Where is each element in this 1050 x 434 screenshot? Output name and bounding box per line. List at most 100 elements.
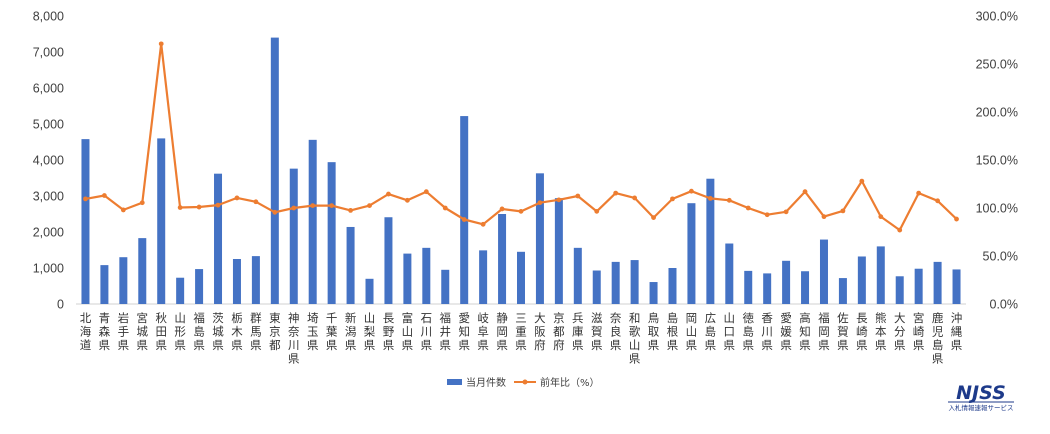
bar [914, 268, 923, 304]
line-point [386, 191, 391, 197]
right-tick-label: 150.0% [976, 154, 1018, 168]
bar [517, 251, 525, 304]
category-label: 岡山県 [686, 311, 698, 352]
left-tick-label: 6,000 [33, 82, 64, 96]
category-label: 大分県 [894, 311, 906, 352]
bar [857, 256, 866, 304]
right-tick-label: 0.0% [990, 298, 1019, 312]
category-label: 大阪府 [534, 311, 546, 352]
line-point [461, 217, 467, 222]
bar [119, 257, 128, 304]
line-point [916, 190, 922, 196]
bar [100, 265, 109, 304]
bar [876, 246, 885, 304]
line-point [367, 203, 372, 209]
line-point [840, 208, 846, 214]
line-point [442, 205, 448, 211]
category-label: 兵庫県 [572, 311, 584, 352]
category-label: 三重県 [515, 311, 527, 352]
bar [498, 214, 507, 304]
line-point [878, 214, 884, 220]
legend-item-line: 前年比（%） [514, 376, 600, 389]
left-tick-label: 4,000 [33, 154, 64, 168]
bar [952, 269, 961, 304]
line-point [726, 197, 732, 203]
bar [819, 239, 828, 304]
line-point [329, 203, 335, 209]
left-tick-label: 7,000 [33, 46, 64, 60]
bar [214, 173, 223, 304]
line-point [859, 178, 865, 184]
category-labels: 北海道青森県岩手県宮城県秋田県山形県福島県茨城県栃木県群馬県東京都神奈川県埼玉県… [80, 311, 963, 366]
bar [403, 253, 412, 304]
bar [232, 259, 241, 304]
line-point [556, 197, 562, 203]
bar [687, 203, 696, 304]
category-label: 奈良県 [610, 311, 622, 352]
bar [933, 261, 942, 304]
line-point [499, 206, 505, 212]
line-point [689, 188, 694, 194]
category-label: 徳島県 [742, 311, 754, 352]
line-point [272, 209, 278, 215]
category-label: 鳥取県 [648, 311, 660, 352]
left-tick-label: 1,000 [33, 262, 64, 276]
bar [460, 116, 469, 304]
category-label: 佐賀県 [837, 311, 849, 352]
line-point [670, 196, 675, 202]
bar [384, 217, 393, 304]
category-label: 愛媛県 [780, 311, 792, 352]
category-label: 宮崎県 [913, 311, 925, 352]
line-point [745, 205, 751, 211]
left-tick-label: 8,000 [33, 10, 64, 24]
right-tick-label: 100.0% [976, 202, 1018, 216]
category-label: 広島県 [705, 311, 717, 352]
category-label: 山形県 [174, 311, 186, 352]
bar [725, 243, 734, 304]
bar [479, 250, 488, 304]
line-point [575, 193, 581, 199]
legend-swatch-marker [522, 379, 528, 385]
category-label: 山梨県 [364, 311, 376, 352]
njss-logo: NJSS 入札情報速報サービス [948, 382, 1014, 412]
left-tick-label: 0 [57, 298, 64, 312]
category-label: 長崎県 [856, 311, 868, 352]
bar [630, 260, 639, 304]
category-label: 宮城県 [137, 311, 149, 352]
legend: 当月件数 前年比（%） [447, 376, 600, 389]
category-label: 新潟県 [345, 311, 357, 352]
category-label: 富山県 [402, 311, 414, 352]
line-point [215, 202, 221, 208]
category-label: 岐阜県 [477, 311, 489, 352]
left-tick-label: 3,000 [33, 190, 64, 204]
legend-label-bar: 当月件数 [466, 376, 506, 389]
line-point [954, 216, 959, 222]
category-label: 島根県 [667, 311, 679, 352]
bar-series-monthly-count [81, 37, 961, 304]
line-point [764, 212, 770, 218]
category-label: 福島県 [193, 311, 205, 352]
bar [327, 162, 336, 304]
bar [801, 271, 810, 304]
category-label: 山口県 [724, 311, 736, 352]
logo-text: NJSS [956, 382, 1006, 404]
category-label: 鹿児島県 [932, 311, 944, 366]
category-label: 和歌山県 [629, 311, 641, 366]
legend-swatch-bar [447, 379, 462, 385]
bar [176, 277, 185, 304]
right-tick-label: 300.0% [976, 10, 1018, 24]
line-point [480, 221, 486, 227]
bar [763, 273, 772, 304]
right-tick-label: 200.0% [976, 106, 1018, 120]
category-label: 長野県 [383, 311, 395, 352]
line-point [707, 196, 713, 201]
bar [346, 226, 355, 304]
line-point [935, 198, 940, 204]
line-point [594, 208, 600, 214]
legend-label-line: 前年比（%） [540, 376, 600, 389]
bar [195, 269, 204, 304]
right-tick-label: 250.0% [976, 58, 1018, 72]
category-label: 秋田県 [155, 311, 167, 352]
line-point [651, 215, 656, 221]
category-label: 埼玉県 [307, 311, 319, 352]
